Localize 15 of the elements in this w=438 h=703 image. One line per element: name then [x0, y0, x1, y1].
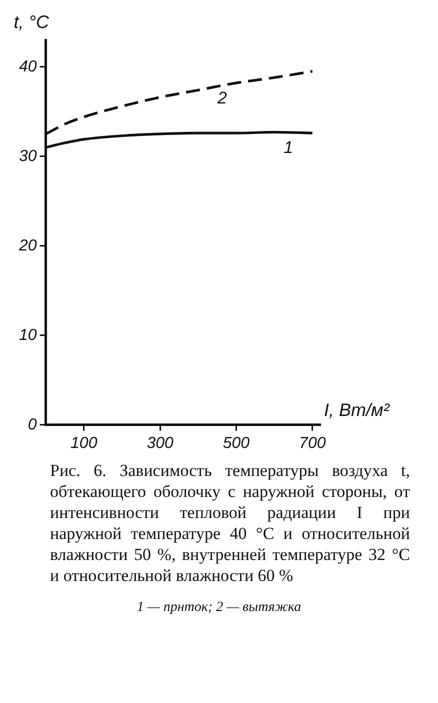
- x-tick-label: 100: [70, 434, 98, 452]
- x-tick-label: 300: [146, 434, 174, 452]
- y-axis-title: t, °C: [14, 12, 50, 32]
- series-label: 1: [284, 138, 294, 157]
- y-tick-label: 20: [18, 237, 37, 254]
- x-tick-label: 500: [222, 434, 250, 452]
- y-tick-label: 30: [19, 148, 37, 165]
- y-tick-label: 10: [19, 326, 37, 344]
- x-axis-title: I, Вт/м²: [324, 400, 390, 420]
- x-tick-label: 700: [299, 434, 326, 452]
- series-label: 2: [216, 88, 228, 108]
- y-tick-label: 40: [19, 58, 37, 76]
- text: 1 — прнток; 2 — вытяжка: [136, 600, 302, 616]
- y-tick-label: 0: [28, 416, 37, 434]
- text: Рис. 6. Зависимость температуры воздуха t, обтекающего оболочку с наружной стороны, от интенсивности тепловой радиации I при наружной температуре 40 °C и относительной влажности 50 %, внутренней температуре 32 °C и относительной влажности 60 %: [50, 460, 410, 586]
